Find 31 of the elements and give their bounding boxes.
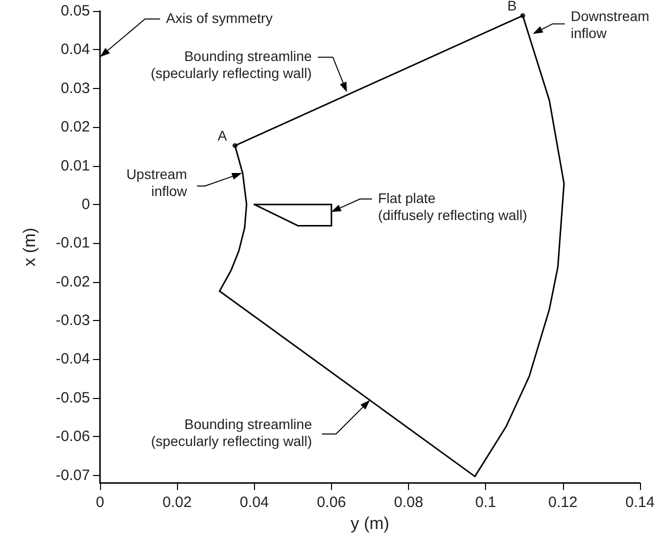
annotation: B: [507, 0, 517, 14]
y-tick-label: 0.03: [60, 80, 90, 97]
annotation: Axis of symmetry: [166, 10, 273, 26]
x-tick-label: 0: [96, 494, 104, 511]
x-axis-title: y (m): [350, 514, 390, 533]
annotation: Flat plate (diffusely reflecting wall): [378, 190, 528, 223]
y-tick-label: 0: [82, 196, 90, 213]
y-tick-label: -0.06: [56, 428, 90, 446]
annotation: A: [218, 127, 228, 144]
annotation: Bounding streamline (specularly reflecting wall): [150, 416, 312, 449]
x-tick-label: 0.02: [162, 494, 192, 511]
x-tick-label: 0.08: [394, 494, 424, 511]
annotation: Bounding streamline (specularly reflecting wall): [150, 48, 312, 81]
annotation: Downstream inflow: [570, 8, 650, 41]
x-tick-label: 0.14: [625, 494, 655, 511]
y-tick-label: -0.05: [56, 389, 90, 406]
y-axis-title: x (m): [20, 228, 39, 266]
y-tick-label: 0.01: [60, 157, 90, 174]
y-tick-label: 0.02: [60, 118, 90, 136]
y-tick-label: -0.03: [56, 312, 90, 330]
x-tick-label: 0.1: [475, 494, 496, 511]
y-tick-label: 0.05: [60, 2, 90, 20]
x-tick-label: 0.06: [316, 494, 346, 511]
y-tick-label: -0.01: [56, 234, 90, 252]
annotation: Upstream inflow: [126, 166, 188, 199]
y-tick-label: 0.04: [60, 41, 90, 58]
y-tick-label: -0.02: [56, 273, 90, 290]
x-tick-label: 0.12: [548, 494, 578, 511]
y-tick-label: -0.07: [56, 466, 90, 484]
y-tick-label: -0.04: [56, 350, 90, 368]
x-tick-label: 0.04: [240, 494, 269, 511]
